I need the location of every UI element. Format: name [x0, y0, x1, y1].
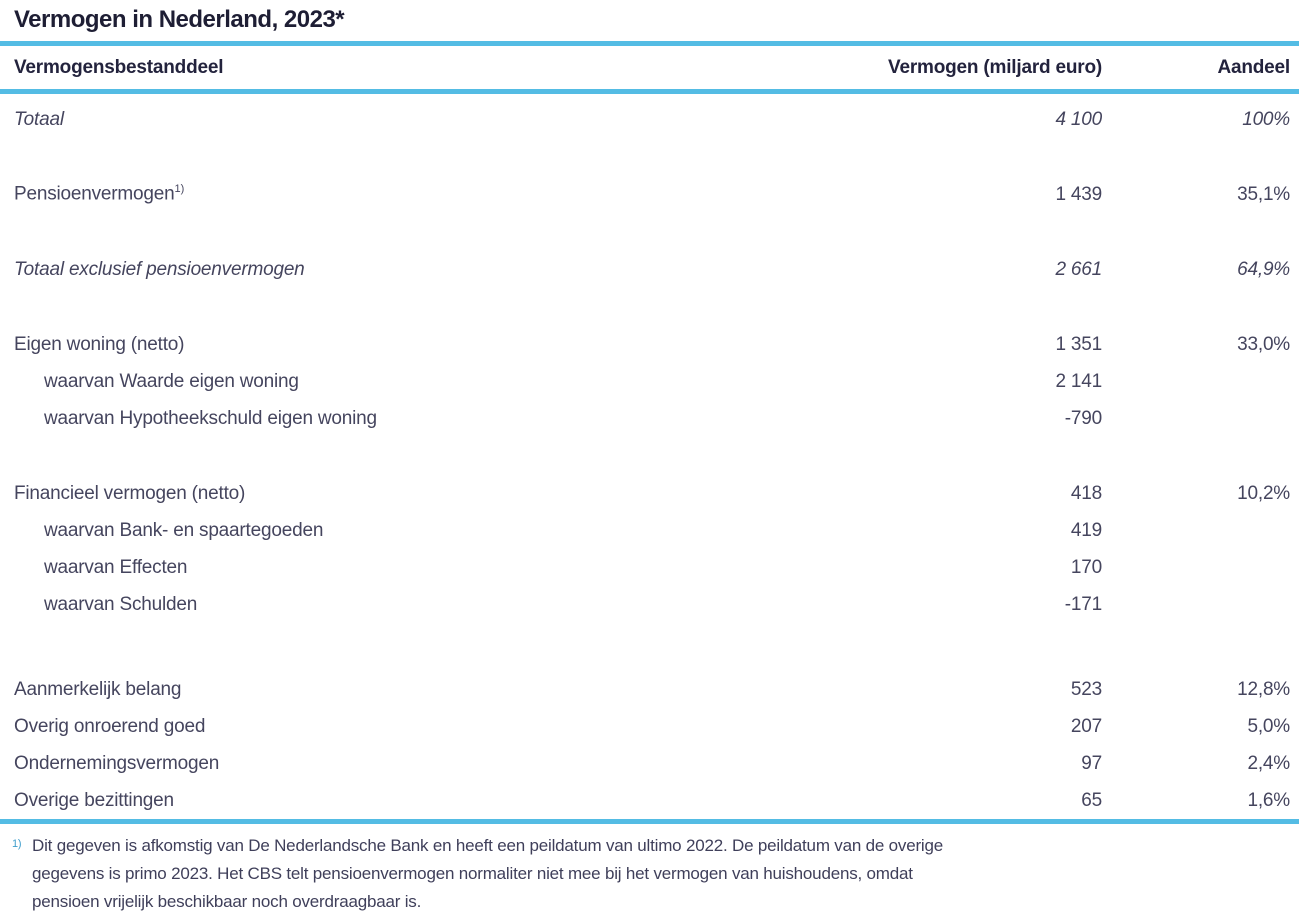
footnote-line: pensioen vrijelijk beschikbaar noch over… [32, 892, 422, 911]
row-label: Overige bezittingen [14, 789, 174, 811]
row-amount: -790 [1064, 407, 1102, 429]
row-share: 12,8% [1237, 678, 1290, 700]
row-share: 10,2% [1237, 482, 1290, 504]
row-amount: 4 100 [1055, 108, 1102, 130]
footnote: 1) Dit gegeven is afkomstig van De Neder… [0, 832, 1112, 915]
row-amount: 1 351 [1055, 333, 1102, 355]
row-amount: 1 439 [1055, 183, 1102, 205]
table-row: Financieel vermogen (netto) 418 10,2% [0, 475, 1299, 512]
table-row: Overige bezittingen 65 1,6% [0, 782, 1299, 819]
row-label: waarvan Waarde eigen woning [44, 370, 299, 392]
row-amount: 418 [1070, 482, 1102, 504]
table-header-row: Vermogensbestanddeel Vermogen (miljard e… [0, 46, 1299, 89]
row-amount: -171 [1064, 593, 1102, 615]
row-label: Pensioenvermogen1) [14, 183, 852, 205]
table-row: waarvan Schulden -171 [0, 586, 1299, 623]
divider-top [0, 41, 1299, 46]
divider-bottom [0, 819, 1299, 824]
row-share: 5,0% [1247, 715, 1290, 737]
row-share: 33,0% [1237, 333, 1290, 355]
table-row: Eigen woning (netto) 1 351 33,0% [0, 326, 1299, 363]
row-amount: 97 [1081, 752, 1102, 774]
footnote-marker: 1) [12, 838, 22, 850]
table-row: Ondernemingsvermogen 97 2,4% [0, 745, 1299, 782]
table-row: Totaal 4 100 100% [0, 101, 1299, 138]
row-amount: 2 141 [1055, 370, 1102, 392]
footnote-line: Dit gegeven is afkomstig van De Nederlan… [32, 836, 944, 855]
row-label: Eigen woning (netto) [14, 333, 185, 355]
table-body: Totaal 4 100 100% Pensioenvermogen1) 1 4… [0, 94, 1299, 819]
column-header-share: Aandeel [1217, 56, 1290, 78]
row-label: Financieel vermogen (netto) [14, 482, 246, 504]
table-row: waarvan Effecten 170 [0, 549, 1299, 586]
table-row: Aanmerkelijk belang 523 12,8% [0, 671, 1299, 708]
footnote-reference: 1) [174, 183, 185, 196]
row-label: Totaal exclusief pensioenvermogen [14, 258, 305, 280]
table-row: Overig onroerend goed 207 5,0% [0, 708, 1299, 745]
row-share: 1,6% [1247, 789, 1290, 811]
column-header-component: Vermogensbestanddeel [14, 56, 224, 78]
column-header-amount: Vermogen (miljard euro) [888, 56, 1102, 78]
row-label-text: Pensioenvermogen [14, 183, 175, 205]
row-share: 64,9% [1237, 258, 1290, 280]
row-label: Ondernemingsvermogen [14, 752, 220, 774]
row-amount: 523 [1070, 678, 1102, 700]
page-title: Vermogen in Nederland, 2023* [14, 6, 345, 33]
row-amount: 2 661 [1055, 258, 1102, 280]
row-amount: 170 [1070, 556, 1102, 578]
table-row: waarvan Bank- en spaartegoeden 419 [0, 512, 1299, 549]
row-label: Totaal [14, 108, 64, 130]
row-label: waarvan Bank- en spaartegoeden [44, 519, 324, 541]
row-amount: 419 [1070, 519, 1102, 541]
row-share: 100% [1242, 108, 1290, 130]
row-amount: 65 [1081, 789, 1102, 811]
row-share: 35,1% [1237, 183, 1290, 205]
row-label: waarvan Schulden [44, 593, 198, 615]
table-row: waarvan Hypotheekschuld eigen woning -79… [0, 400, 1299, 437]
row-amount: 207 [1070, 715, 1102, 737]
table-row: Totaal exclusief pensioenvermogen 2 661 … [0, 251, 1299, 288]
divider-header [0, 89, 1299, 94]
table-row: waarvan Waarde eigen woning 2 141 [0, 363, 1299, 400]
row-label: waarvan Hypotheekschuld eigen woning [44, 407, 377, 429]
row-label: Aanmerkelijk belang [14, 678, 182, 700]
row-label: waarvan Effecten [44, 556, 188, 578]
footnote-line: gegevens is primo 2023. Het CBS telt pen… [32, 864, 913, 883]
row-share: 2,4% [1247, 752, 1290, 774]
table-row: Pensioenvermogen1) 1 439 35,1% [0, 176, 1299, 213]
row-label: Overig onroerend goed [14, 715, 206, 737]
